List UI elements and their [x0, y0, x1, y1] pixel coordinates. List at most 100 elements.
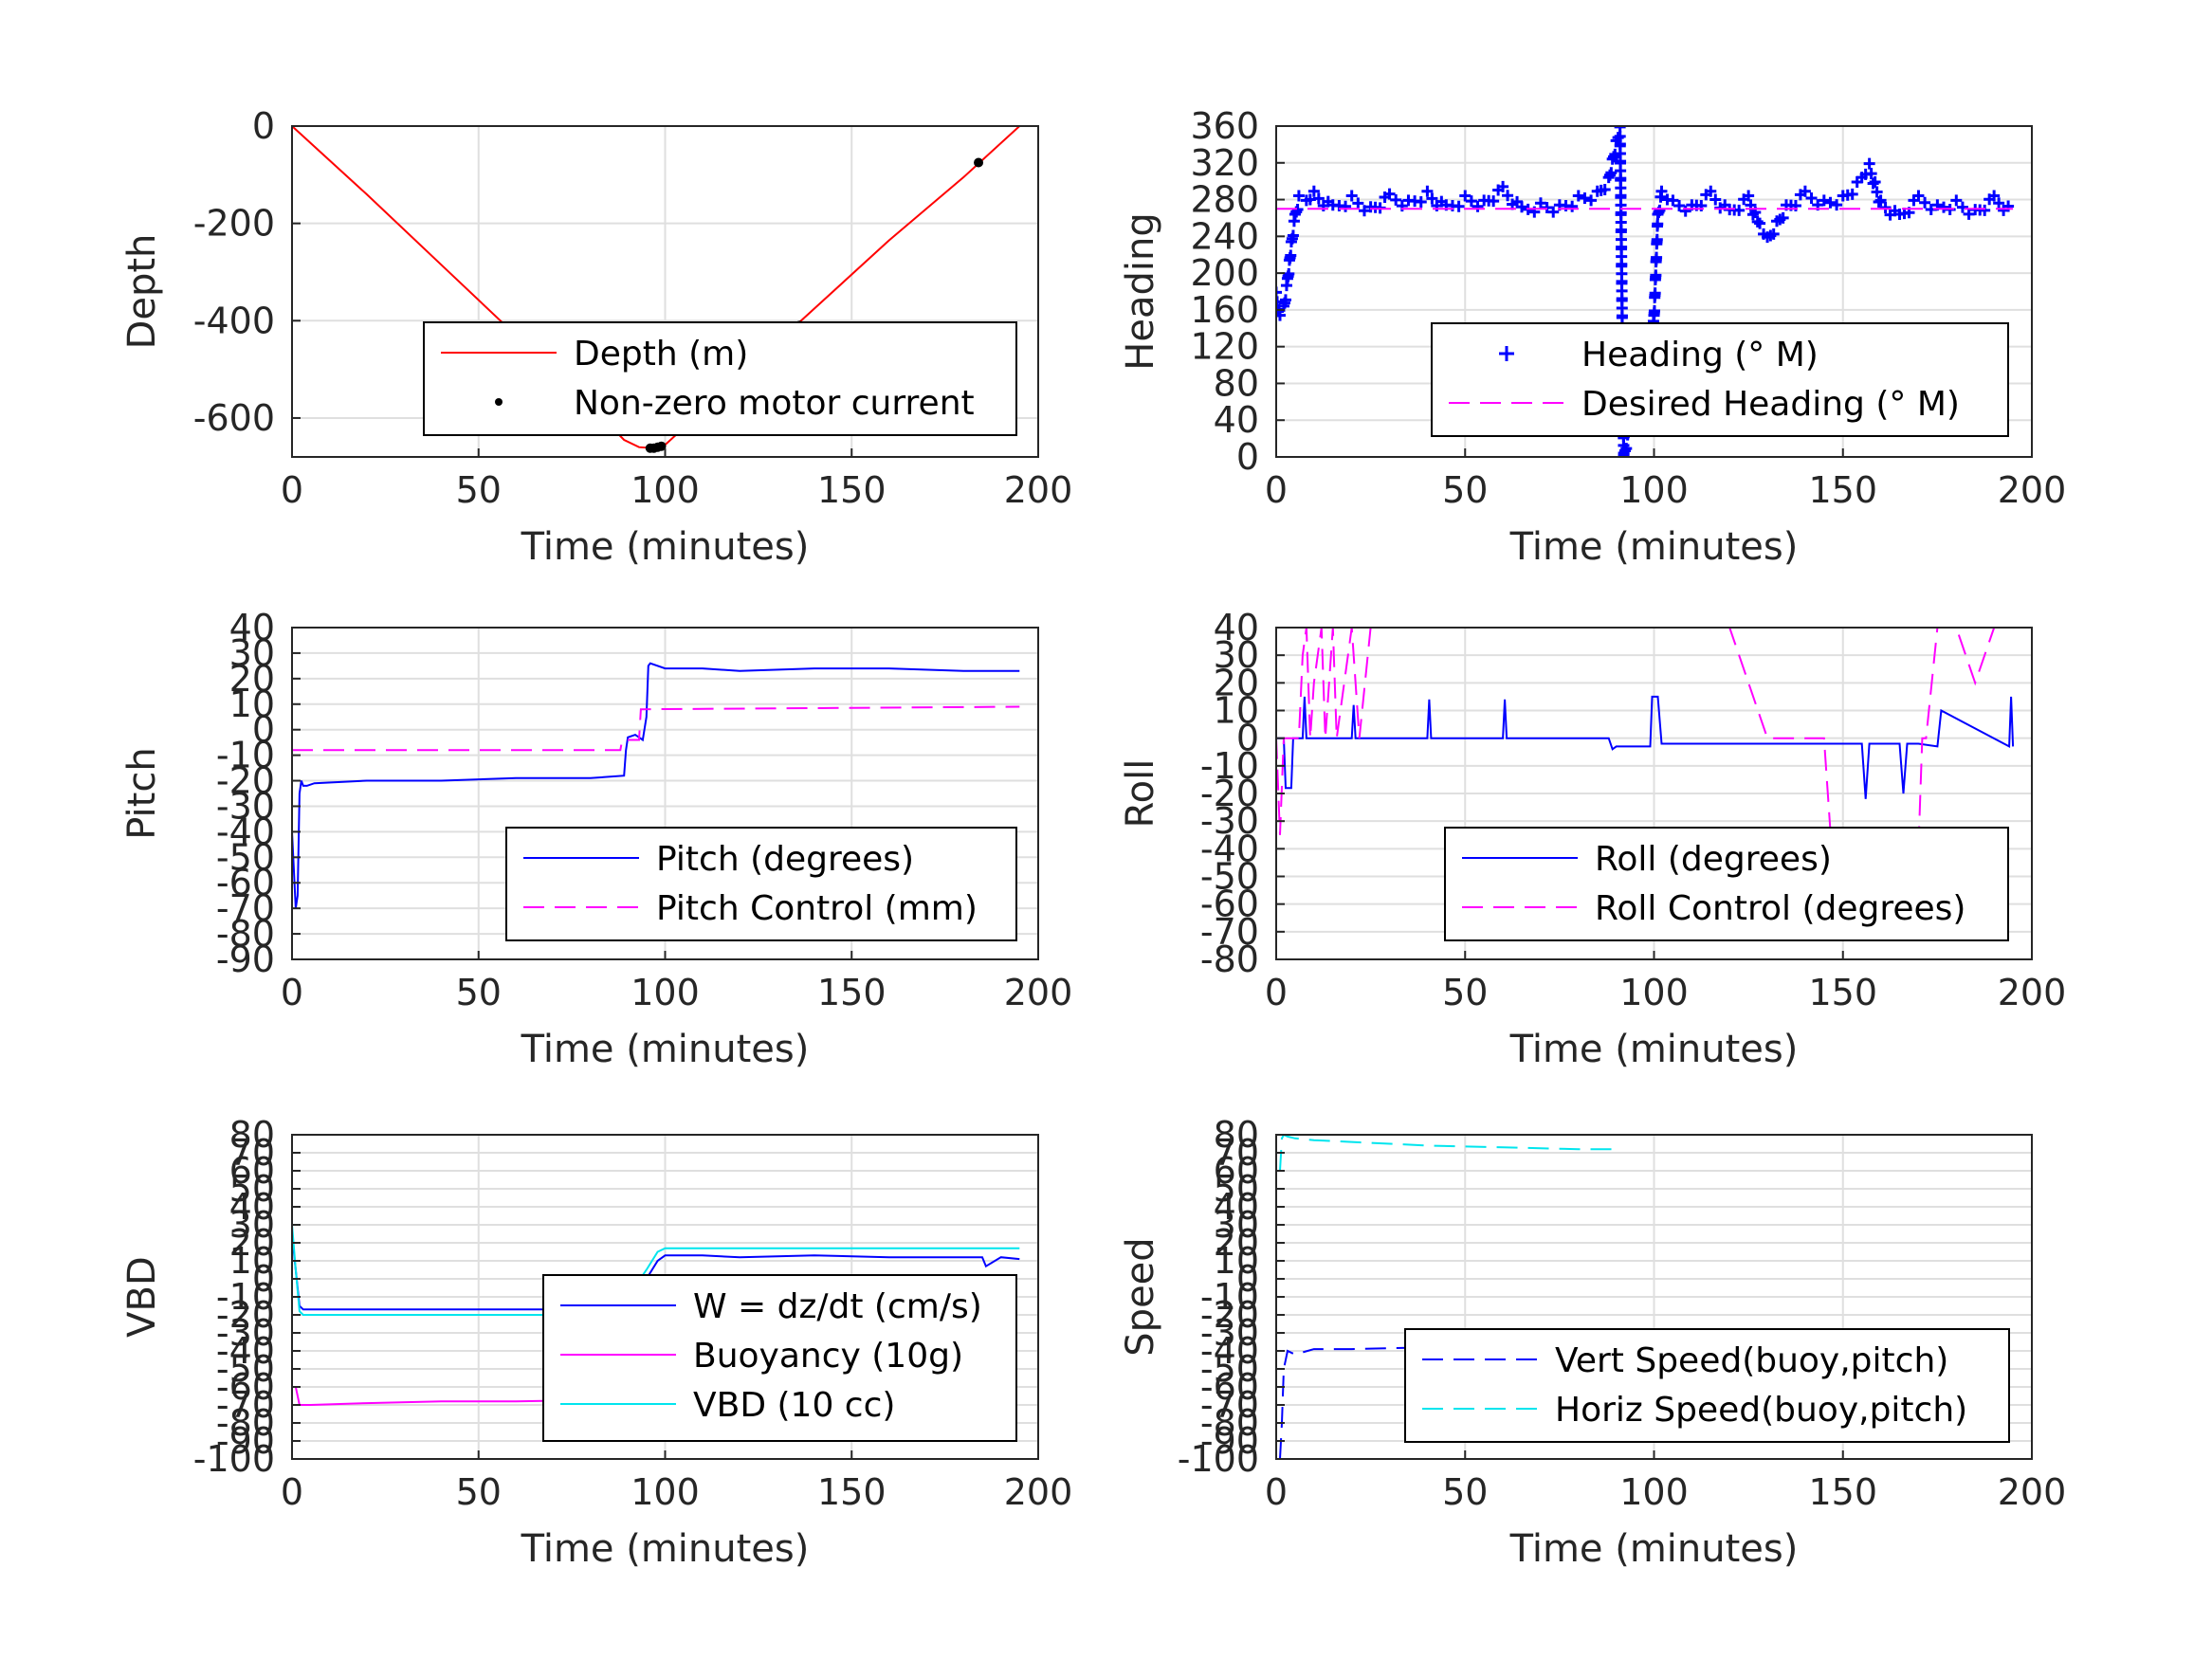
y-tick-label: -30	[216, 785, 275, 827]
series-heading-0-marker	[1287, 229, 1299, 242]
y-tick-label: -40	[216, 1330, 275, 1372]
x-tick-label: 0	[1265, 972, 1288, 1013]
series-heading-0-marker	[1534, 197, 1546, 210]
x-tick-label: 150	[817, 972, 887, 1013]
series-heading-0-marker	[1950, 194, 1963, 207]
series-heading-0-marker	[1705, 185, 1717, 197]
y-tick-label: -70	[1200, 1384, 1259, 1426]
series-heading-0-marker	[1956, 201, 1968, 213]
x-tick-label: 200	[1004, 972, 1073, 1013]
y-tick-label: -80	[216, 913, 275, 955]
y-tick-label: 120	[1190, 326, 1259, 368]
series-heading-0-marker	[1572, 190, 1584, 202]
y-tick-label: -90	[216, 939, 275, 980]
y-tick-label: -400	[193, 300, 275, 341]
series-heading-0-marker	[1751, 215, 1764, 228]
y-tick-label: -70	[1200, 911, 1259, 953]
legend-swatch	[1499, 346, 1514, 361]
y-tick-label: 280	[1190, 179, 1259, 221]
y-axis-label: Roll	[1119, 759, 1162, 829]
x-tick-label: 0	[281, 469, 303, 511]
y-tick-label: 40	[1214, 399, 1259, 441]
y-tick-label: -90	[216, 1420, 275, 1462]
chart-heading: 0 50 100 150 20004080120160200240280320360Ti…	[1119, 105, 2066, 569]
legend-entry-label: Pitch (degrees)	[656, 840, 914, 879]
y-tick-label: -200	[193, 203, 275, 245]
legend-box	[1431, 322, 2009, 437]
y-tick-label: 0	[252, 1258, 275, 1300]
legend-box	[1444, 827, 2009, 941]
y-tick-label: -60	[216, 862, 275, 903]
chart-vbd: 0 50 100 150 200-100-90-80-70-60-50-40-30-20…	[120, 1114, 1072, 1571]
y-axis-label: Speed	[1119, 1237, 1162, 1356]
x-tick-label: 150	[1808, 972, 1877, 1013]
series-heading-0-marker	[1651, 251, 1663, 264]
y-axis-label: Pitch	[120, 747, 164, 839]
y-tick-label: -50	[216, 836, 275, 878]
y-axis-label: Heading	[1119, 212, 1162, 370]
y-tick-label: -10	[216, 1276, 275, 1318]
y-tick-label: 40	[229, 607, 275, 648]
y-tick-label: -30	[216, 1312, 275, 1354]
y-tick-label: -60	[216, 1366, 275, 1408]
y-tick-label: -40	[216, 811, 275, 852]
series-heading-0-marker	[1754, 217, 1766, 229]
series-pitch-0-line	[292, 662, 1020, 909]
series-heading-0-marker	[1502, 190, 1514, 202]
series-heading-0-marker	[1912, 190, 1925, 202]
x-tick-label: 150	[1808, 1471, 1877, 1513]
series-heading-0-marker	[1358, 205, 1370, 217]
x-tick-label: 100	[631, 469, 700, 511]
series-heading-0-marker	[1988, 190, 2001, 202]
series-heading-0-marker	[1673, 200, 1686, 212]
y-tick-label: -40	[1200, 1330, 1259, 1372]
series-heading-0-marker	[1818, 194, 1830, 207]
y-tick-label: 0	[1236, 1258, 1259, 1300]
y-tick-label: 10	[229, 684, 275, 725]
legend-entry-label: Vert Speed(buoy,pitch)	[1555, 1341, 1948, 1380]
legend: Vert Speed(buoy,pitch) Horiz Speed(buoy,p…	[1404, 1328, 2010, 1443]
y-tick-label: 70	[229, 1132, 275, 1174]
series-heading-0-marker	[1615, 155, 1627, 168]
y-tick-label: -80	[1200, 1402, 1259, 1444]
series-heading-0-marker	[1276, 286, 1282, 299]
y-tick-label: -10	[1200, 745, 1259, 787]
series-heading-0-marker	[1615, 190, 1627, 202]
legend: W = dz/dt (cm/s) Buoyancy (10g) VBD (10 cc…	[542, 1274, 1017, 1442]
x-tick-label: 200	[1998, 469, 2067, 511]
series-heading-0-marker	[1865, 168, 1877, 180]
series-heading-0-marker	[1616, 258, 1628, 270]
x-tick-label: 0	[1265, 1471, 1288, 1513]
y-tick-label: 60	[229, 1150, 275, 1192]
y-axis-label: Depth	[120, 234, 164, 350]
series-heading-0-marker	[1651, 233, 1663, 246]
series-heading-0-marker	[1879, 202, 1892, 214]
series-heading-0-marker	[1963, 208, 1975, 220]
y-tick-label: -70	[216, 1384, 275, 1426]
x-tick-label: 150	[1808, 469, 1877, 511]
y-tick-label: 70	[1214, 1132, 1259, 1174]
chart-depth: 0 50 100 150 200 -600 -400 -200 0 Time (minutes) D…	[120, 105, 1072, 569]
series-heading-0-marker	[1488, 195, 1500, 208]
x-tick-label: 50	[456, 469, 502, 511]
y-tick-label: 60	[1214, 1150, 1259, 1192]
series-heading-0-marker	[1312, 192, 1325, 205]
x-tick-label: 50	[1442, 1471, 1488, 1513]
series-heading-0-marker	[1459, 190, 1472, 202]
series-heading-0-marker	[1345, 190, 1358, 202]
series-heading-0-marker	[1307, 185, 1320, 197]
series-heading-0-marker	[1650, 269, 1662, 282]
y-tick-label: -20	[216, 760, 275, 802]
chart-speed: 0 50 100 150 200-100-90-80-70-60-50-40-30-20…	[1119, 1114, 2066, 1571]
series-heading-0-marker	[1472, 200, 1484, 212]
legend-entry-label: Buoyancy (10g)	[693, 1337, 963, 1376]
x-axis-label: Time (minutes)	[1509, 1527, 1799, 1571]
y-tick-label: -50	[1200, 856, 1259, 898]
x-tick-label: 50	[456, 972, 502, 1013]
series-heading-0-marker	[1767, 228, 1780, 240]
legend-entry-label: Roll (degrees)	[1595, 840, 1832, 879]
x-axis-label: Time (minutes)	[521, 1028, 810, 1071]
series-heading-0-marker	[1824, 196, 1837, 209]
legend-entry-label: W = dz/dt (cm/s)	[693, 1287, 982, 1326]
x-axis-label: Time (minutes)	[521, 1527, 810, 1571]
